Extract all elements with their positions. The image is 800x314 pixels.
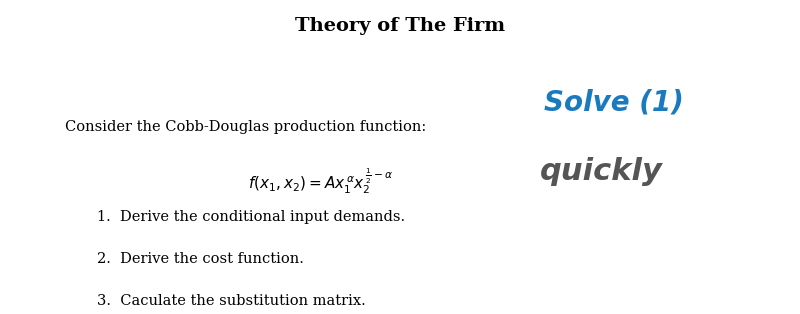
Text: Theory of The Firm: Theory of The Firm bbox=[295, 17, 505, 35]
Text: Consider the Cobb-Douglas production function:: Consider the Cobb-Douglas production fun… bbox=[65, 120, 426, 134]
Text: Solve (1): Solve (1) bbox=[543, 89, 683, 116]
Text: 3.  Caculate the substitution matrix.: 3. Caculate the substitution matrix. bbox=[97, 294, 366, 308]
Text: 2.  Derive the cost function.: 2. Derive the cost function. bbox=[97, 252, 304, 266]
Text: quickly: quickly bbox=[539, 157, 662, 186]
Text: $f(x_1, x_2) = Ax_1^{\,\alpha} x_2^{\,\frac{1}{2} - \alpha}$: $f(x_1, x_2) = Ax_1^{\,\alpha} x_2^{\,\f… bbox=[248, 166, 393, 196]
Text: 1.  Derive the conditional input demands.: 1. Derive the conditional input demands. bbox=[97, 210, 405, 224]
